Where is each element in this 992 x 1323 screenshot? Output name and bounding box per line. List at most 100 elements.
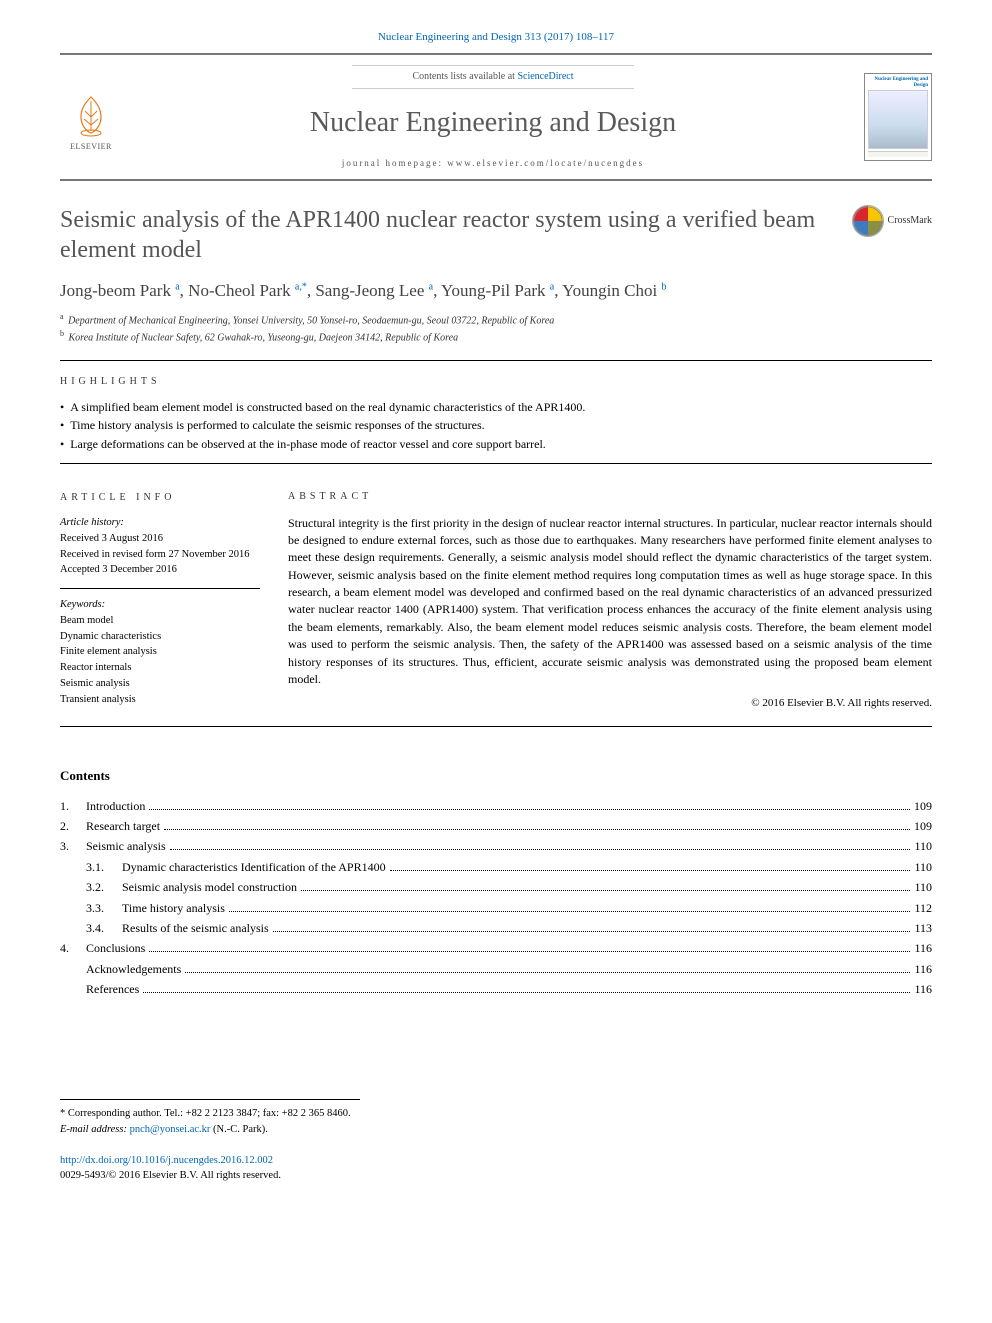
toc-num: 3.3. <box>86 898 122 918</box>
journal-name: Nuclear Engineering and Design <box>122 103 864 142</box>
elsevier-name: ELSEVIER <box>70 141 112 152</box>
contents-title: Contents <box>60 767 932 785</box>
toc-subentry[interactable]: 3.1.Dynamic characteristics Identificati… <box>60 857 932 877</box>
toc-page: 113 <box>914 918 932 938</box>
email-name: (N.-C. Park). <box>213 1124 268 1135</box>
toc-leader <box>273 931 911 932</box>
toc-subentry[interactable]: 3.4.Results of the seismic analysis113 <box>60 918 932 938</box>
toc-leader <box>229 911 911 912</box>
crossmark-label: CrossMark <box>888 214 932 228</box>
rule-top-highlights <box>60 360 932 361</box>
toc-title: Dynamic characteristics Identification o… <box>122 857 386 877</box>
history-revised: Received in revised form 27 November 201… <box>60 547 260 563</box>
toc-leader <box>149 951 910 952</box>
toc-title: Seismic analysis model construction <box>122 877 297 897</box>
toc-num: 3.1. <box>86 857 122 877</box>
toc-num: 3. <box>60 836 86 856</box>
toc-subentry[interactable]: 3.2.Seismic analysis model construction 1… <box>60 877 932 897</box>
toc-leader <box>170 849 911 850</box>
sciencedirect-link[interactable]: ScienceDirect <box>517 71 573 82</box>
toc-subentry[interactable]: 3.3.Time history analysis 112 <box>60 898 932 918</box>
article-info-label: article info <box>60 490 260 505</box>
homepage-url: www.elsevier.com/locate/nucengdes <box>447 158 644 168</box>
toc-num: 2. <box>60 816 86 836</box>
keyword-item: Finite element analysis <box>60 644 260 660</box>
toc-page: 109 <box>914 796 932 816</box>
elsevier-tree-icon <box>67 91 115 139</box>
toc-leader <box>164 829 910 830</box>
history-heading: Article history: <box>60 515 260 531</box>
homepage-line: journal homepage: www.elsevier.com/locat… <box>122 157 864 170</box>
highlights-list: A simplified beam element model is const… <box>60 399 932 453</box>
keyword-item: Dynamic characteristics <box>60 629 260 645</box>
toc-page: 110 <box>914 857 932 877</box>
toc-leader <box>143 992 910 993</box>
highlight-item: Large deformations can be observed at th… <box>60 436 932 453</box>
doi-link[interactable]: http://dx.doi.org/10.1016/j.nucengdes.20… <box>60 1155 273 1166</box>
toc-num: 1. <box>60 796 86 816</box>
highlights-label: highlights <box>60 375 932 389</box>
abstract-label: abstract <box>288 490 932 505</box>
toc-leader <box>185 972 910 973</box>
affiliations: a Department of Mechanical Engineering, … <box>60 311 932 346</box>
toc-page: 116 <box>914 938 932 958</box>
toc-title: References <box>86 979 139 999</box>
journal-citation: Nuclear Engineering and Design 313 (2017… <box>60 30 932 45</box>
toc-page: 116 <box>914 979 932 999</box>
history-received: Received 3 August 2016 <box>60 531 260 547</box>
homepage-prefix: journal homepage: <box>342 158 447 168</box>
toc-title: Acknowledgements <box>86 959 181 979</box>
abstract-text: Structural integrity is the first priori… <box>288 515 932 689</box>
highlight-item: A simplified beam element model is const… <box>60 399 932 416</box>
keywords-list: Beam modelDynamic characteristicsFinite … <box>60 613 260 708</box>
toc-entry[interactable]: References 116 <box>60 979 932 999</box>
header-box: ELSEVIER Contents lists available at Sci… <box>60 53 932 181</box>
toc-title: Results of the seismic analysis <box>122 918 269 938</box>
highlight-item: Time history analysis is performed to ca… <box>60 417 932 434</box>
abstract-column: abstract Structural integrity is the fir… <box>288 476 932 712</box>
toc-title: Research target <box>86 816 160 836</box>
rule-below-abstract <box>60 726 932 727</box>
affiliation-line: b Korea Institute of Nuclear Safety, 62 … <box>60 328 932 345</box>
keywords-heading: Keywords: <box>60 597 260 613</box>
crossmark-icon <box>852 205 884 237</box>
elsevier-logo: ELSEVIER <box>60 82 122 152</box>
corr-author: * Corresponding author. Tel.: +82 2 2123… <box>60 1106 360 1122</box>
toc-title: Introduction <box>86 796 145 816</box>
toc-entry[interactable]: 3.Seismic analysis110 <box>60 836 932 856</box>
keyword-item: Seismic analysis <box>60 676 260 692</box>
crossmark-badge[interactable]: CrossMark <box>852 205 932 237</box>
toc-title: Conclusions <box>86 938 145 958</box>
toc-page: 112 <box>914 898 932 918</box>
toc-entry[interactable]: Acknowledgements 116 <box>60 959 932 979</box>
contents-prefix: Contents lists available at <box>412 71 517 82</box>
toc-title: Seismic analysis <box>86 836 166 856</box>
rule-bottom-highlights <box>60 463 932 464</box>
toc-page: 109 <box>914 816 932 836</box>
cover-title: Nuclear Engineering and Design <box>868 77 928 88</box>
contents-available: Contents lists available at ScienceDirec… <box>352 65 633 89</box>
cover-bar <box>868 151 928 157</box>
toc-page: 110 <box>914 877 932 897</box>
keyword-item: Beam model <box>60 613 260 629</box>
toc-num: 3.2. <box>86 877 122 897</box>
affiliation-line: a Department of Mechanical Engineering, … <box>60 311 932 328</box>
authors-line: Jong-beom Park a, No-Cheol Park a,*, San… <box>60 279 932 303</box>
cover-image <box>868 90 928 149</box>
history-accepted: Accepted 3 December 2016 <box>60 562 260 578</box>
toc-page: 116 <box>914 959 932 979</box>
doi-block: http://dx.doi.org/10.1016/j.nucengdes.20… <box>60 1154 932 1183</box>
rule-info-mid <box>60 588 260 589</box>
copyright-line: © 2016 Elsevier B.V. All rights reserved… <box>288 696 932 712</box>
toc-leader <box>301 890 910 891</box>
toc-entry[interactable]: 4.Conclusions116 <box>60 938 932 958</box>
email-link[interactable]: pnch@yonsei.ac.kr <box>130 1124 211 1135</box>
keyword-item: Reactor internals <box>60 660 260 676</box>
email-label: E-mail address: <box>60 1124 127 1135</box>
keyword-item: Transient analysis <box>60 692 260 708</box>
toc-title: Time history analysis <box>122 898 225 918</box>
toc-entry[interactable]: 1.Introduction 109 <box>60 796 932 816</box>
corresponding-footer: * Corresponding author. Tel.: +82 2 2123… <box>60 1099 360 1138</box>
toc-entry[interactable]: 2.Research target 109 <box>60 816 932 836</box>
issn-line: 0029-5493/© 2016 Elsevier B.V. All right… <box>60 1170 281 1181</box>
